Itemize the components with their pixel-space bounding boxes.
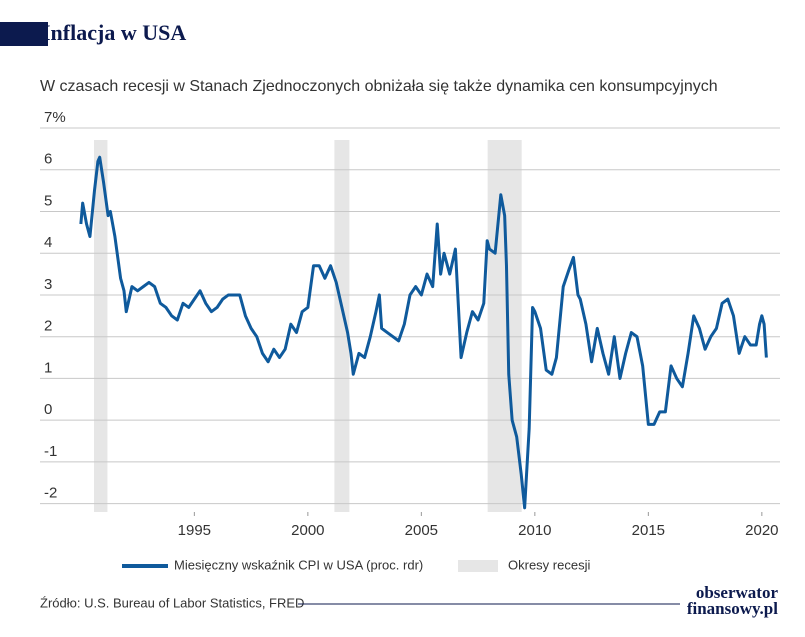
legend-label: Okresy recesji xyxy=(508,557,590,572)
y-tick-label: -1 xyxy=(44,443,57,460)
y-tick-label: 6 xyxy=(44,151,52,168)
recession-band xyxy=(94,140,108,512)
x-tick-label: 2000 xyxy=(291,522,324,539)
x-tick-label: 1995 xyxy=(178,522,211,539)
legend-swatch xyxy=(458,560,498,572)
recession-band xyxy=(334,140,350,512)
chart-title: Inflacja w USA xyxy=(42,20,186,45)
y-tick-label: 5 xyxy=(44,192,52,209)
x-tick-label: 2010 xyxy=(518,522,551,539)
y-tick-label: 3 xyxy=(44,276,52,293)
y-tick-label: 0 xyxy=(44,401,52,418)
plot: -2 -1 0 1 2 3 4 5 6 7% 1995 2000 2005 2010 2015 2020 xyxy=(40,109,780,539)
y-tick-label: 1 xyxy=(44,359,52,376)
logo: obserwator xyxy=(696,583,779,602)
x-tick-label: 2015 xyxy=(632,522,665,539)
y-tick-label: 4 xyxy=(44,234,52,251)
cpi-line xyxy=(79,155,768,510)
title-bar xyxy=(0,22,48,46)
x-tick-label: 2005 xyxy=(405,522,438,539)
recession-band xyxy=(487,140,522,512)
source: Źródło: U.S. Bureau of Labor Statistics,… xyxy=(40,595,304,610)
y-tick-label: 7% xyxy=(44,109,66,126)
y-tick-label: 2 xyxy=(44,318,52,335)
legend-label: Miesięczny wskaźnik CPI w USA (proc. rdr… xyxy=(174,557,423,572)
logo: finansowy.pl xyxy=(687,599,778,618)
x-tick-label: 2020 xyxy=(745,522,778,539)
chart-subtitle: W czasach recesji w Stanach Zjednoczonyc… xyxy=(40,78,718,95)
y-tick-label: -2 xyxy=(44,485,57,502)
